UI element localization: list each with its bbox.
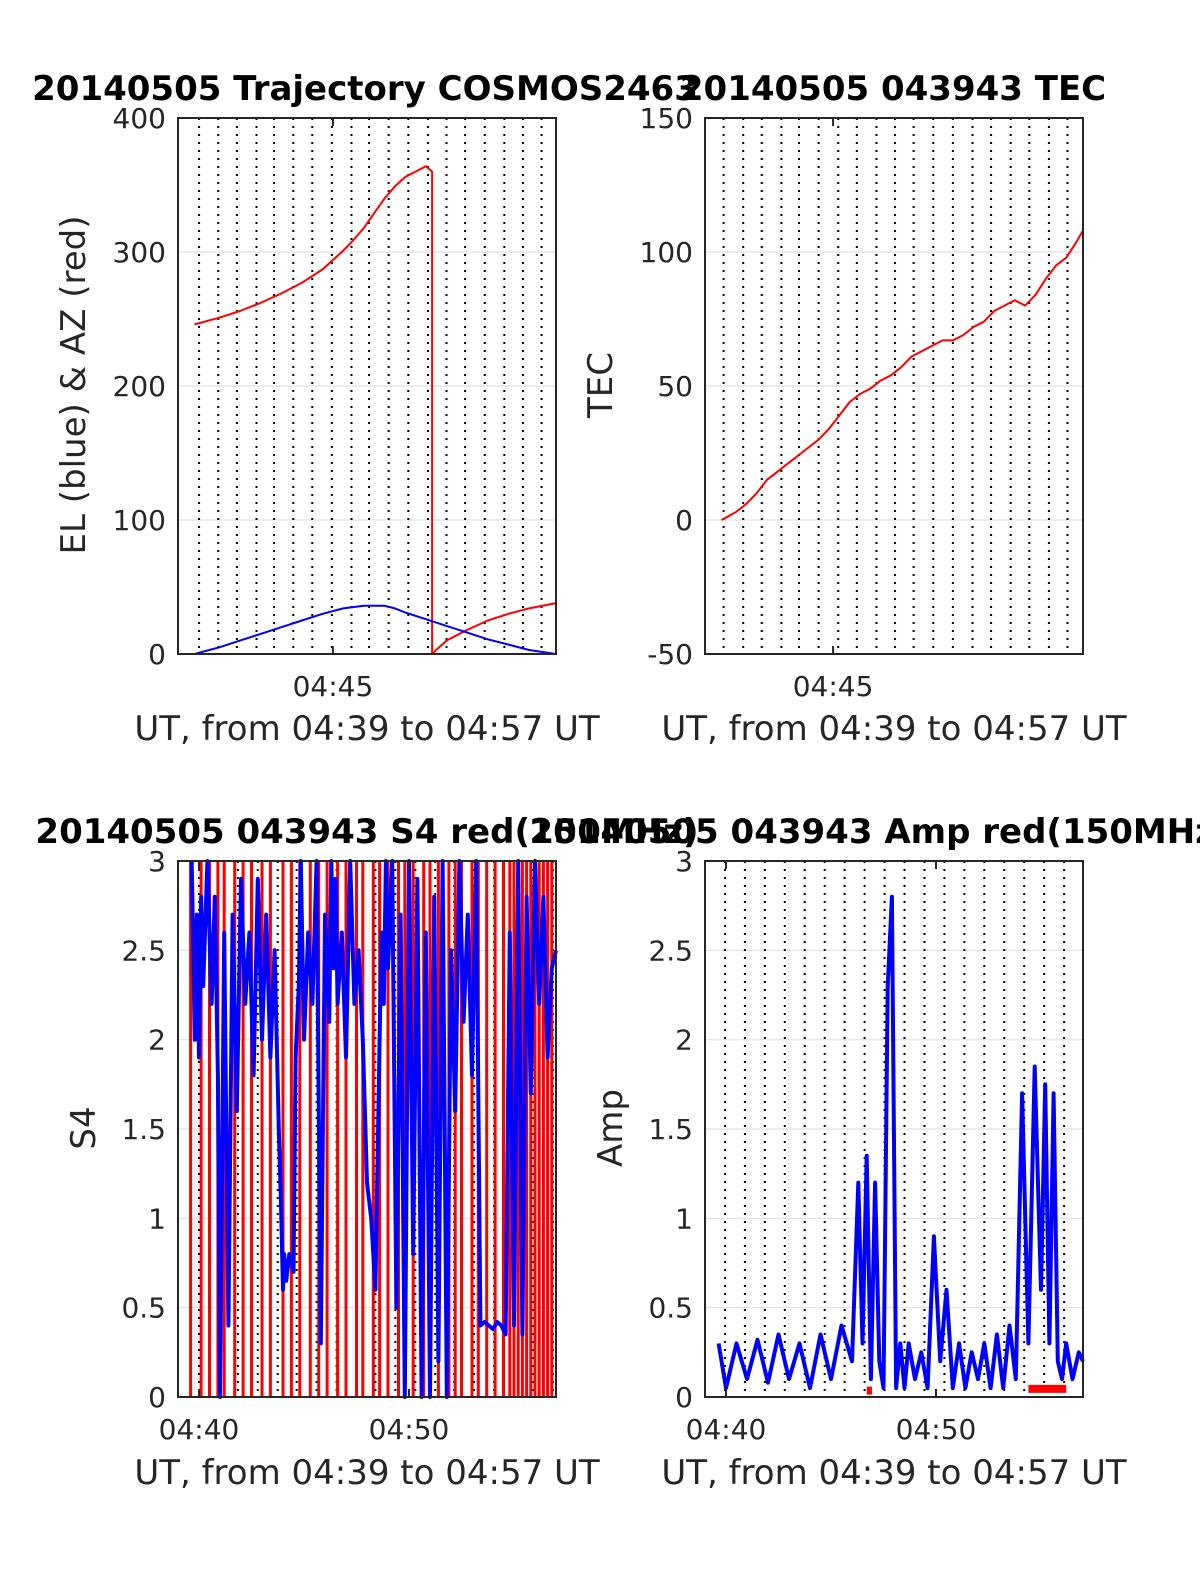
tec-plot-area: -50 0 50 100 150 04:45 xyxy=(640,102,1084,703)
trajectory-xlabel: UT, from 04:39 to 04:57 UT xyxy=(134,709,600,749)
y-tick-label: 1.5 xyxy=(121,1113,166,1146)
y-tick-label: 0 xyxy=(675,1381,693,1414)
y-tick-label: 2 xyxy=(675,1024,693,1057)
amp-plot-area: 0 0.5 1 1.5 2 2.5 3 04:40 04:50 xyxy=(648,845,1085,1446)
tec-title: 20140505 043943 TEC xyxy=(680,69,1106,109)
axes-frame xyxy=(704,860,1084,1398)
y-tick-label: 400 xyxy=(113,102,166,135)
series-line-1 xyxy=(721,230,1084,521)
tec-ylabel: TEC xyxy=(581,352,621,419)
y-tick-label: 1.5 xyxy=(648,1113,693,1146)
y-tick-label: -50 xyxy=(647,638,693,671)
y-tick-label: 0.5 xyxy=(121,1292,166,1325)
y-tick-label: 2.5 xyxy=(648,934,693,967)
s4-plot-area: 0 0.5 1 1.5 2 2.5 3 04:40 04:50 xyxy=(121,845,558,1446)
s4-chart: 20140505 043943 S4 red(150MHz) UT, from … xyxy=(35,812,698,1493)
y-tick-label: 2.5 xyxy=(121,934,166,967)
axes-frame xyxy=(177,117,557,655)
y-tick-label: 1 xyxy=(675,1202,693,1235)
y-tick-label: 100 xyxy=(113,504,166,537)
x-tick-label: 04:40 xyxy=(686,1413,767,1446)
trajectory-title: 20140505 Trajectory COSMOS2463 xyxy=(32,69,698,109)
y-tick-label: 200 xyxy=(113,370,166,403)
series-line-2 xyxy=(194,604,557,655)
y-tick-label: 0 xyxy=(675,504,693,537)
tec-xlabel: UT, from 04:39 to 04:57 UT xyxy=(661,709,1127,749)
y-tick-label: 1 xyxy=(148,1202,166,1235)
y-tick-label: 0 xyxy=(148,1381,166,1414)
amp-chart: 20140505 043943 Amp red(150MHz) UT, from… xyxy=(529,812,1200,1493)
series-line-1 xyxy=(716,894,1085,1391)
s4-xlabel: UT, from 04:39 to 04:57 UT xyxy=(134,1453,600,1493)
x-tick-label: 04:45 xyxy=(293,670,374,703)
x-tick-label: 04:50 xyxy=(369,1413,450,1446)
x-tick-label: 04:45 xyxy=(793,670,874,703)
x-tick-label: 04:50 xyxy=(896,1413,977,1446)
amp-xlabel: UT, from 04:39 to 04:57 UT xyxy=(661,1453,1127,1493)
amp-ylabel: Amp xyxy=(591,1089,631,1167)
y-tick-label: 50 xyxy=(657,370,693,403)
trajectory-plot-area: 0 100 200 300 400 04:45 xyxy=(113,102,557,703)
y-tick-label: 0.5 xyxy=(648,1292,693,1325)
amp-title: 20140505 043943 Amp red(150MHz) xyxy=(529,812,1200,852)
y-tick-label: 3 xyxy=(675,845,693,878)
y-tick-label: 300 xyxy=(113,236,166,269)
trajectory-ylabel: EL (blue) & AZ (red) xyxy=(54,215,94,554)
axes-frame xyxy=(177,860,557,1398)
x-tick-label: 04:40 xyxy=(159,1413,240,1446)
y-tick-label: 2 xyxy=(148,1024,166,1057)
tec-chart: 20140505 043943 TEC UT, from 04:39 to 04… xyxy=(581,69,1127,749)
y-tick-label: 3 xyxy=(148,845,166,878)
s4-title: 20140505 043943 S4 red(150MHz) xyxy=(35,812,698,852)
s4-ylabel: S4 xyxy=(64,1106,104,1149)
axes-frame xyxy=(704,117,1084,655)
y-tick-label: 150 xyxy=(640,102,693,135)
y-tick-label: 100 xyxy=(640,236,693,269)
y-tick-label: 0 xyxy=(148,638,166,671)
series-line-1 xyxy=(189,859,558,1399)
red-segment xyxy=(1028,1384,1067,1393)
trajectory-chart: 20140505 Trajectory COSMOS2463 UT, from … xyxy=(32,69,698,749)
red-segment xyxy=(866,1386,872,1395)
